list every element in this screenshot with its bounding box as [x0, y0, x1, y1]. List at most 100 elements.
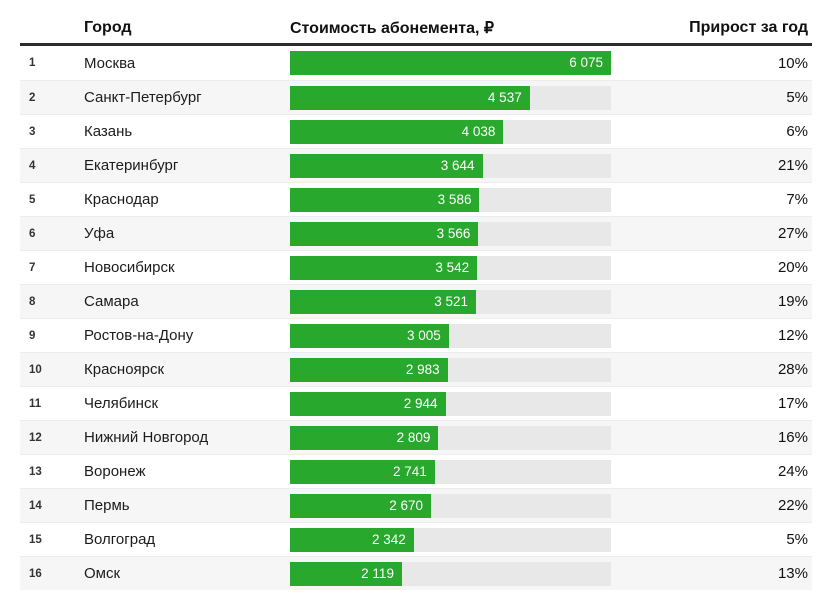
row-growth: 12% [777, 327, 808, 344]
row-bar-cell: 3 521 [290, 289, 611, 314]
table-row: 9 Ростов-на-Дону 3 005 12% [20, 318, 812, 352]
table-row: 11 Челябинск 2 944 17% [20, 386, 812, 420]
row-growth: 13% [777, 565, 808, 582]
row-growth: 20% [777, 259, 808, 276]
row-bar-cell: 4 038 [290, 119, 611, 144]
row-bar-cell: 2 741 [290, 459, 611, 484]
row-bar-cell: 4 537 [290, 85, 611, 110]
bar-track: 3 005 [290, 323, 611, 348]
bar-value-label: 3 542 [435, 259, 470, 275]
bar-fill: 2 809 [290, 425, 439, 450]
bar-track: 3 566 [290, 221, 611, 246]
table-row: 12 Нижний Новгород 2 809 16% [20, 420, 812, 454]
bar-track: 3 542 [290, 255, 611, 280]
table-body: 1 Москва 6 075 10% 2 Санкт-Петербург 4 537 5% 3 К… [20, 46, 812, 590]
bar-value-label: 2 809 [396, 429, 431, 445]
row-rank: 6 [29, 227, 36, 240]
bar-fill: 6 075 [290, 51, 611, 75]
table-row: 15 Волгоград 2 342 5% [20, 522, 812, 556]
bar-fill: 2 741 [290, 459, 435, 484]
bar-value-label: 2 741 [393, 463, 427, 479]
bar-track: 4 038 [290, 119, 611, 144]
row-rank: 3 [29, 125, 36, 138]
row-bar-cell: 3 644 [290, 153, 611, 178]
row-growth: 21% [777, 157, 808, 174]
table-row: 3 Казань 4 038 6% [20, 114, 812, 148]
row-bar-cell: 2 944 [290, 391, 611, 416]
bar-track: 2 944 [290, 391, 611, 416]
row-city: Екатеринбург [84, 157, 179, 174]
row-growth: 24% [777, 463, 808, 480]
bar-value-label: 3 586 [437, 191, 472, 207]
row-city: Уфа [84, 225, 115, 242]
row-growth: 22% [777, 497, 808, 514]
row-city: Санкт-Петербург [84, 89, 202, 106]
row-city: Новосибирск [84, 259, 175, 276]
row-bar-cell: 2 119 [290, 561, 611, 586]
row-city: Омск [84, 565, 121, 582]
row-city: Ростов-на-Дону [84, 327, 194, 344]
bar-fill: 3 542 [290, 255, 478, 280]
bar-value-label: 6 075 [569, 55, 603, 70]
bar-fill: 4 537 [290, 85, 530, 110]
bar-value-label: 2 670 [389, 497, 424, 513]
bar-value-label: 2 342 [371, 531, 406, 547]
bar-track: 2 741 [290, 459, 611, 484]
header-price: Стоимость абонемента, ₽ [290, 19, 495, 37]
bar-value-label: 2 119 [361, 565, 394, 581]
row-city: Пермь [84, 497, 130, 514]
bar-fill: 2 944 [290, 391, 446, 416]
bar-track: 2 983 [290, 357, 611, 382]
row-rank: 12 [29, 431, 42, 444]
bar-value-label: 2 944 [403, 395, 438, 411]
header-growth: Прирост за год [689, 18, 808, 36]
row-bar-cell: 2 809 [290, 425, 611, 450]
row-bar-cell: 2 342 [290, 527, 611, 552]
table-row: 1 Москва 6 075 10% [20, 46, 812, 80]
bar-value-label: 3 644 [440, 157, 475, 173]
bar-value-label: 3 566 [436, 225, 471, 241]
bar-fill: 2 670 [290, 493, 432, 518]
row-bar-cell: 2 983 [290, 357, 611, 382]
table-row: 6 Уфа 3 566 27% [20, 216, 812, 250]
bar-fill: 3 005 [290, 323, 449, 348]
bar-fill: 2 119 [290, 561, 402, 586]
table-row: 8 Самара 3 521 19% [20, 284, 812, 318]
row-bar-cell: 6 075 [290, 51, 611, 75]
row-rank: 9 [29, 329, 36, 342]
bar-track: 2 670 [290, 493, 611, 518]
bar-fill: 2 983 [290, 357, 448, 382]
bar-fill: 2 342 [290, 527, 414, 552]
table-row: 5 Краснодар 3 586 7% [20, 182, 812, 216]
bar-value-label: 3 521 [434, 293, 469, 309]
row-city: Казань [84, 123, 133, 140]
bar-track: 6 075 [290, 51, 611, 75]
bar-value-label: 4 038 [461, 123, 496, 139]
row-rank: 1 [29, 57, 36, 69]
table-row: 16 Омск 2 119 13% [20, 556, 812, 590]
bar-fill: 3 644 [290, 153, 483, 178]
header-city: Город [84, 18, 132, 36]
bar-fill: 3 586 [290, 187, 480, 212]
row-growth: 28% [777, 361, 808, 378]
bar-track: 4 537 [290, 85, 611, 110]
row-rank: 13 [29, 465, 42, 478]
table-row: 10 Красноярск 2 983 28% [20, 352, 812, 386]
row-bar-cell: 3 542 [290, 255, 611, 280]
bar-value-label: 4 537 [487, 89, 522, 105]
bar-fill: 3 566 [290, 221, 479, 246]
row-rank: 5 [29, 193, 36, 206]
row-city: Челябинск [84, 395, 159, 412]
row-rank: 4 [29, 159, 36, 172]
city-subscription-table: Город Стоимость абонемента, ₽ Прирост за… [20, 0, 812, 590]
row-city: Волгоград [84, 531, 156, 548]
row-rank: 7 [29, 261, 36, 274]
row-bar-cell: 3 005 [290, 323, 611, 348]
row-growth: 17% [777, 395, 808, 412]
row-bar-cell: 2 670 [290, 493, 611, 518]
row-growth: 7% [786, 191, 808, 208]
bar-track: 2 342 [290, 527, 611, 552]
table-row: 14 Пермь 2 670 22% [20, 488, 812, 522]
row-rank: 2 [29, 91, 36, 104]
table-row: 13 Воронеж 2 741 24% [20, 454, 812, 488]
